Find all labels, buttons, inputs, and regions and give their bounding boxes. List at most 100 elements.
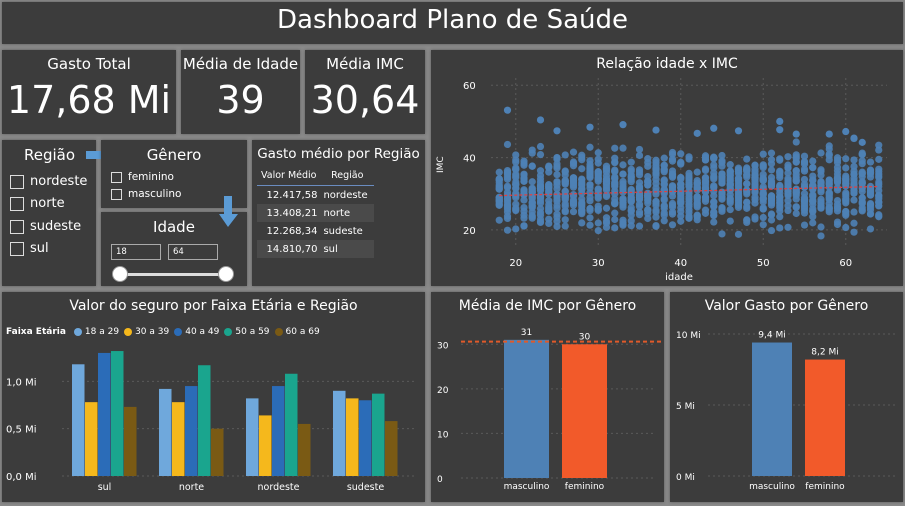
scatter-point xyxy=(792,190,800,198)
legend-item[interactable]: 30 a 39 xyxy=(124,327,169,337)
gasto-genero-chart: 0 Mi 5 Mi 10 Mi 9,4 Mi masculino 8,2 Mi femini… xyxy=(676,331,895,492)
scatter-point xyxy=(503,226,512,234)
legend-label: 30 a 39 xyxy=(135,327,170,337)
legend-item[interactable]: 18 a 29 xyxy=(73,327,119,337)
scatter-point xyxy=(677,198,685,206)
checkbox-box[interactable] xyxy=(10,174,24,189)
scatter-point xyxy=(528,212,536,221)
legend-item[interactable]: 40 a 49 xyxy=(174,327,219,337)
scatter-point xyxy=(660,202,668,211)
scatter-point xyxy=(512,158,520,166)
scatter-point xyxy=(586,197,594,205)
checkbox-box[interactable] xyxy=(111,171,122,183)
checkbox-norte[interactable]: norte xyxy=(10,196,65,211)
scatter-point xyxy=(817,232,825,240)
legend-label: 40 a 49 xyxy=(185,327,220,337)
age-slider-min-handle[interactable] xyxy=(112,266,128,282)
scatter-point xyxy=(553,170,561,179)
scatter-point xyxy=(503,166,512,175)
age-slider-max-handle[interactable] xyxy=(218,266,234,282)
scatter-point xyxy=(611,190,619,198)
scatter-point xyxy=(718,157,726,165)
checkbox-box[interactable] xyxy=(10,241,24,256)
x-tick-label: 60 xyxy=(839,258,852,269)
scatter-panel: Relação idade x IMC 20 40 60 20 30 40 50 60 idad… xyxy=(431,50,903,286)
kpi-gasto-total: Gasto Total 17,68 Mi xyxy=(2,50,176,134)
scatter-point xyxy=(553,153,561,162)
checkbox-sul[interactable]: sul xyxy=(10,241,49,256)
chart-title: Média de IMC por Gênero xyxy=(458,298,637,314)
legend-dot xyxy=(174,328,183,336)
scatter-points xyxy=(495,134,883,240)
checkbox-masculino[interactable]: masculino xyxy=(111,188,181,200)
scatter-point xyxy=(668,157,677,165)
scatter-point xyxy=(553,213,561,221)
scatter-point xyxy=(660,161,668,169)
scatter-point xyxy=(833,173,842,181)
scatter-point xyxy=(652,208,660,216)
scatter-point xyxy=(677,173,685,182)
age-min-input[interactable] xyxy=(111,244,161,260)
scatter-point xyxy=(809,213,817,221)
kpi-value: 17,68 Mi xyxy=(6,78,172,122)
scatter-point xyxy=(660,196,668,204)
column-header: Valor Médio xyxy=(257,166,321,186)
y-tick-label: 60 xyxy=(463,81,476,92)
bar xyxy=(372,393,385,476)
scatter-point xyxy=(685,181,693,190)
scatter-point xyxy=(734,177,743,185)
scatter-point xyxy=(677,204,685,212)
checkbox-box[interactable] xyxy=(10,196,24,211)
scatter-point xyxy=(866,188,875,196)
scatter-point xyxy=(611,158,619,166)
scatter-point xyxy=(792,158,800,166)
y-tick-label: 0,0 Mi xyxy=(6,472,37,483)
scatter-point xyxy=(602,204,611,212)
scatter-point xyxy=(627,211,635,219)
bar xyxy=(124,406,137,476)
scatter-point xyxy=(759,150,767,158)
scatter-point xyxy=(644,194,652,202)
table-row: 13.408,21 norte xyxy=(257,204,374,222)
x-tick-label: feminino xyxy=(565,482,605,492)
checkbox-feminino[interactable]: feminino xyxy=(111,171,174,183)
bar xyxy=(562,344,607,478)
scatter-point xyxy=(660,180,668,188)
scatter-point xyxy=(850,180,858,188)
scatter-point xyxy=(660,166,668,174)
x-tick-label: sudeste xyxy=(347,482,385,493)
scatter-point xyxy=(619,170,627,178)
scatter-point xyxy=(586,143,594,151)
scatter-point xyxy=(734,127,743,135)
legend-item[interactable]: 60 a 69 xyxy=(274,327,320,337)
scatter-point xyxy=(842,223,850,232)
scatter-point xyxy=(751,171,759,180)
scatter-point xyxy=(710,169,718,177)
checkbox-box[interactable] xyxy=(111,188,122,200)
legend-item[interactable]: 50 a 59 xyxy=(224,327,270,337)
table-title: Gasto médio por Região xyxy=(257,146,420,162)
scatter-point xyxy=(561,171,569,179)
scatter-point xyxy=(652,213,660,221)
checkbox-nordeste[interactable]: nordeste xyxy=(10,174,87,189)
age-slider-track[interactable] xyxy=(121,273,226,276)
scatter-point xyxy=(652,197,660,206)
scatter-point xyxy=(718,162,726,170)
scatter-point xyxy=(734,188,743,196)
age-max-input[interactable] xyxy=(168,244,218,260)
scatter-point xyxy=(850,134,858,142)
scatter-point xyxy=(776,171,784,179)
scatter-point xyxy=(685,190,693,198)
scatter-point xyxy=(734,164,743,172)
checkbox-sudeste[interactable]: sudeste xyxy=(10,219,81,234)
checkbox-box[interactable] xyxy=(10,219,24,234)
scatter-point xyxy=(611,209,619,217)
scatter-point xyxy=(734,182,743,190)
scatter-point xyxy=(767,226,776,235)
scatter-point xyxy=(875,146,883,154)
cell-regiao: sul xyxy=(320,240,374,258)
scatter-point xyxy=(611,195,619,203)
filter-title: Gênero xyxy=(146,146,202,164)
scatter-point xyxy=(800,183,809,191)
scatter-point xyxy=(710,212,718,220)
